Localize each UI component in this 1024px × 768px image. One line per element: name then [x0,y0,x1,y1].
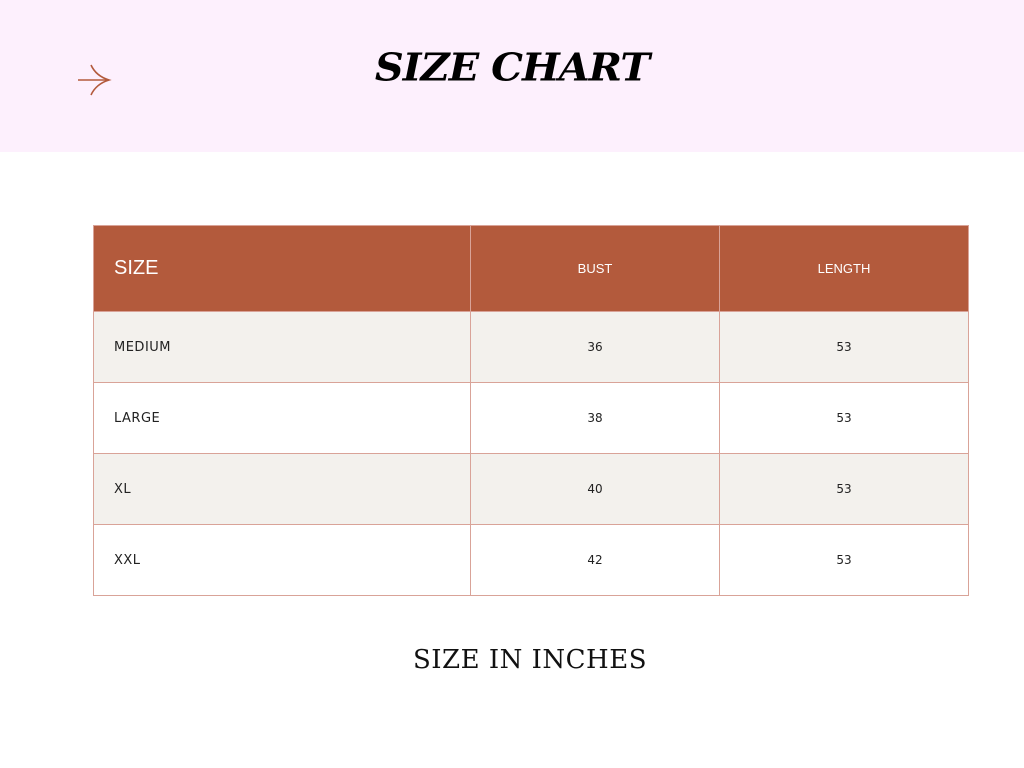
page-title: SIZE CHART [374,45,650,90]
size-cell: LARGE [93,382,471,454]
size-cell: MEDIUM [93,311,471,383]
bust-cell: 40 [470,453,720,525]
size-cell: XL [93,453,471,525]
units-note: SIZE IN INCHES [412,645,648,675]
length-cell: 53 [719,524,969,596]
bust-cell: 36 [470,311,720,383]
table-header-row: SIZE BUST LENGTH [93,225,969,312]
bust-cell: 38 [470,382,720,454]
arrow-right-icon [78,64,112,96]
size-chart-table: SIZE BUST LENGTH MEDIUM 36 53 LARGE 38 5… [93,225,969,596]
column-header-size: SIZE [93,225,471,312]
column-header-length: LENGTH [719,225,969,312]
length-cell: 53 [719,453,969,525]
table-row: LARGE 38 53 [93,382,969,454]
table-row: XXL 42 53 [93,524,969,596]
header-banner: SIZE CHART [0,0,1024,152]
length-cell: 53 [719,311,969,383]
length-cell: 53 [719,382,969,454]
table-row: XL 40 53 [93,453,969,525]
table-row: MEDIUM 36 53 [93,311,969,383]
bust-cell: 42 [470,524,720,596]
size-cell: XXL [93,524,471,596]
column-header-bust: BUST [470,225,720,312]
